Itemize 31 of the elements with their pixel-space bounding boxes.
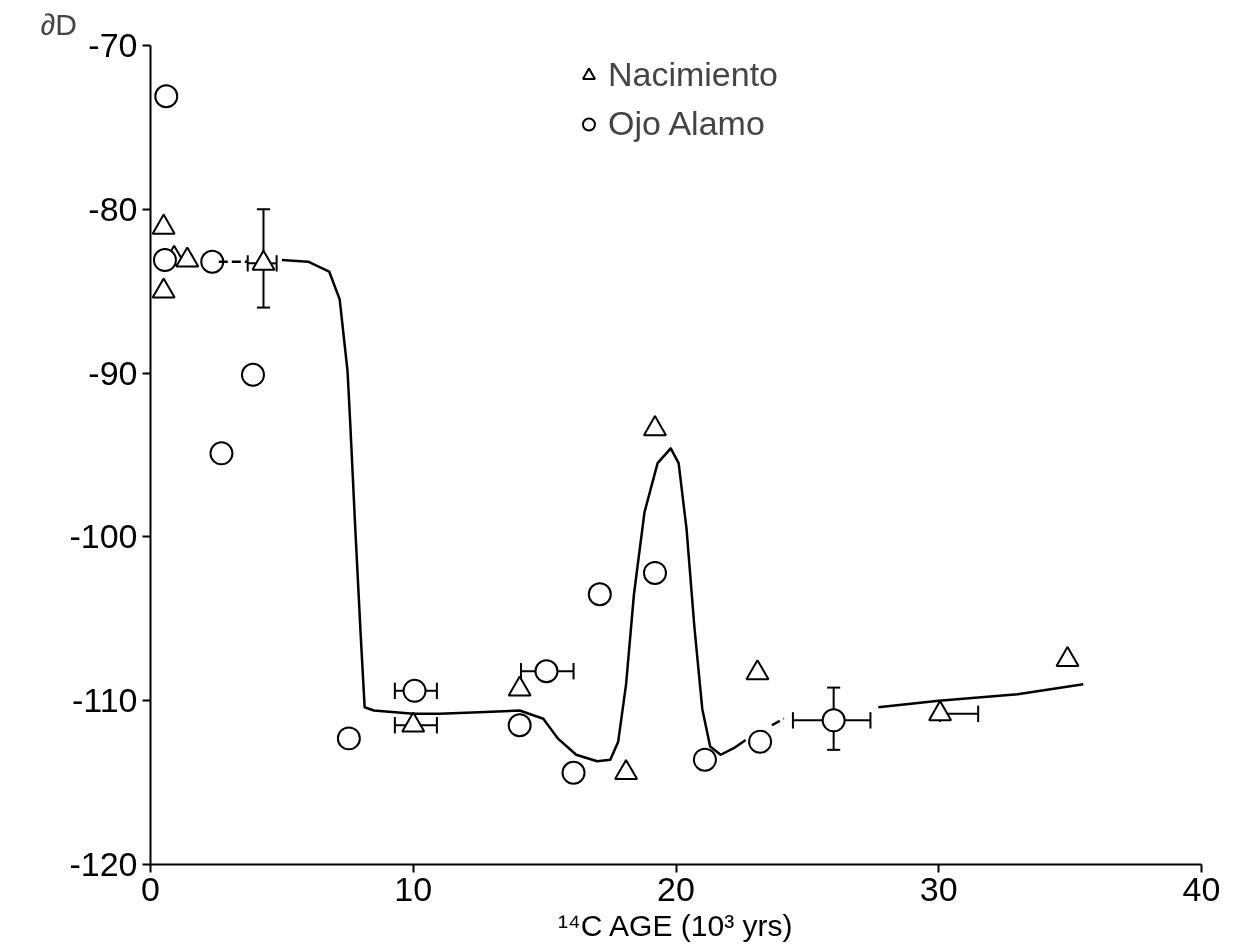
point <box>507 713 532 738</box>
x-axis-title: ¹⁴C AGE (10³ yrs) <box>557 908 793 942</box>
point <box>692 747 717 772</box>
x-tick-label: 10 <box>394 869 433 908</box>
point <box>534 659 559 684</box>
point <box>748 729 773 754</box>
point <box>175 246 200 268</box>
x-tick-label: 30 <box>919 869 958 908</box>
y-tick-label: -70 <box>88 26 138 64</box>
y-tick-label: -90 <box>88 353 138 392</box>
point <box>151 277 176 299</box>
point <box>251 249 276 271</box>
x-tick-label: 0 <box>141 869 160 908</box>
legend-label: Nacimiento <box>607 55 779 94</box>
point <box>336 726 361 751</box>
x-tick-label: 20 <box>657 869 695 908</box>
point <box>209 441 234 466</box>
point <box>151 213 176 235</box>
point <box>561 760 586 785</box>
point <box>642 415 667 437</box>
point <box>587 582 612 607</box>
point <box>642 560 667 585</box>
y-tick-label: -80 <box>88 189 138 228</box>
legend-label: Ojo Alamo <box>607 104 765 143</box>
x-tick-label: 40 <box>1182 869 1221 908</box>
y-tick-label: -110 <box>71 681 138 720</box>
y-axis-title: ∂D <box>40 7 77 41</box>
y-tick-label: -120 <box>69 845 138 883</box>
point <box>821 708 846 733</box>
y-tick-label: -100 <box>69 517 138 556</box>
point <box>402 678 427 703</box>
